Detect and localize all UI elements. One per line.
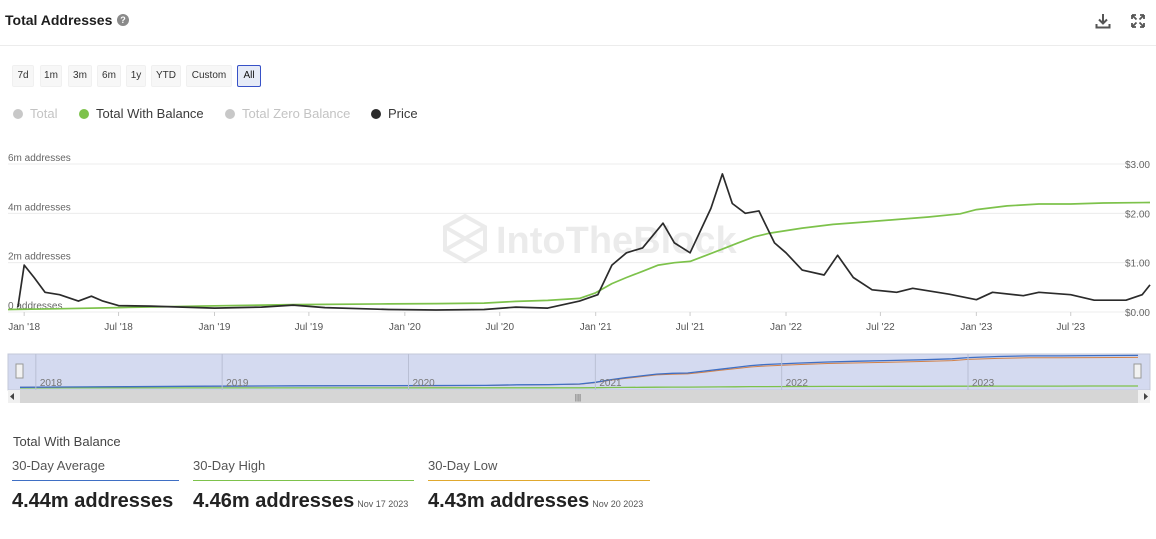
stat-rule	[193, 480, 414, 481]
range-3m-button[interactable]: 3m	[68, 65, 92, 87]
x-tick-label: Jul '19	[295, 322, 324, 333]
y-tick-label-right: $3.00	[1125, 160, 1150, 171]
expand-button[interactable]	[1128, 11, 1148, 31]
stat-name: 30-Day Average	[12, 458, 105, 473]
legend-item-total-zero-balance[interactable]: Total Zero Balance	[225, 106, 350, 122]
watermark-logo-line	[444, 225, 486, 252]
navigator-year-label: 2022	[786, 378, 809, 389]
watermark: IntoTheBlock	[443, 213, 738, 264]
scroll-right-arrow-icon[interactable]	[1144, 393, 1148, 400]
stat-rule	[12, 480, 179, 481]
question-icon[interactable]: ?	[117, 14, 129, 26]
stat-30-day-low: 30-Day Low 4.43m addresses Nov 20 2023	[428, 458, 650, 513]
x-tick-label: Jan '18	[8, 322, 40, 333]
x-tick-label: Jul '22	[866, 322, 895, 333]
scrollbar-thumb[interactable]	[20, 390, 1138, 403]
stat-value: 4.43m addresses Nov 20 2023	[428, 490, 650, 513]
legend-dot	[371, 109, 381, 119]
watermark-logo-line	[444, 225, 486, 252]
summary-label: Total With Balance	[13, 434, 121, 449]
series-total-with-balance	[7, 201, 1151, 311]
stat-30-day-high: 30-Day High 4.46m addresses Nov 17 2023	[193, 458, 414, 513]
range-1y-button[interactable]: 1y	[126, 65, 146, 87]
stat-value-text: 4.44m addresses	[12, 490, 174, 512]
series-price	[17, 173, 1151, 311]
range-custom-button[interactable]: Custom	[186, 65, 232, 87]
x-tick-label: Jul '23	[1056, 322, 1085, 333]
watermark-logo	[443, 213, 487, 264]
page-title: Total Addresses	[5, 12, 113, 28]
y-tick-label-left: 0 addresses	[8, 301, 62, 312]
main-chart[interactable]: 0 addresses 2m addresses 4m addresses 6m ad…	[0, 150, 1156, 335]
stat-value: 4.44m addresses	[12, 490, 179, 513]
y-tick-label-left: 6m addresses	[8, 153, 71, 164]
stat-value-text: 4.43m addresses	[428, 490, 590, 512]
y-tick-label-left: 2m addresses	[8, 252, 71, 263]
x-tick-label: Jan '19	[199, 322, 231, 333]
widget-header: Total Addresses ?	[0, 0, 1156, 46]
x-tick-label: Jul '18	[104, 322, 133, 333]
legend-label: Total Zero Balance	[242, 106, 351, 121]
x-tick-label: Jan '23	[960, 322, 992, 333]
y-tick-label-right: $2.00	[1125, 209, 1150, 220]
legend-dot	[13, 109, 23, 119]
x-tick-label: Jan '22	[770, 322, 802, 333]
x-tick-label: Jan '20	[389, 322, 421, 333]
stat-name: 30-Day Low	[428, 458, 498, 473]
stat-30-day-average: 30-Day Average 4.44m addresses	[12, 458, 179, 513]
stat-rule	[428, 480, 650, 481]
stat-date: Nov 20 2023	[592, 499, 644, 509]
y-tick-label-right: $1.00	[1125, 259, 1150, 270]
stat-value-text: 4.46m addresses	[193, 490, 355, 512]
x-tick-label: Jan '21	[580, 322, 612, 333]
series-line	[17, 173, 1151, 311]
legend-label: Total With Balance	[96, 106, 204, 121]
download-button[interactable]	[1093, 11, 1113, 31]
legend-label: Total	[30, 106, 58, 121]
x-tick-label: Jul '21	[676, 322, 705, 333]
y-tick-label-right: $0.00	[1125, 308, 1150, 319]
navigator-year-label: 2023	[972, 378, 995, 389]
legend-dot	[225, 109, 235, 119]
navigator-year-label: 2020	[412, 378, 435, 389]
scroll-left-arrow-icon[interactable]	[10, 393, 14, 400]
range-1m-button[interactable]: 1m	[40, 65, 62, 87]
navigator-handle-right[interactable]	[1133, 363, 1142, 379]
legend-item-total[interactable]: Total	[13, 106, 57, 122]
navigator-year-label: 2021	[599, 378, 622, 389]
range-7d-button[interactable]: 7d	[12, 65, 34, 87]
watermark-text: IntoTheBlock	[496, 220, 738, 262]
navigator-series-line	[19, 385, 1138, 389]
y-tick-label-left: 4m addresses	[8, 202, 71, 213]
navigator-handle-left[interactable]	[15, 363, 24, 379]
stat-date: Nov 17 2023	[357, 499, 409, 509]
x-tick-label: Jul '20	[485, 322, 514, 333]
range-ytd-button[interactable]: YTD	[151, 65, 181, 87]
expand-icon	[1131, 14, 1145, 28]
legend-item-price[interactable]: Price	[371, 106, 418, 122]
range-6m-button[interactable]: 6m	[97, 65, 121, 87]
legend-dot	[79, 109, 89, 119]
stat-value: 4.46m addresses Nov 17 2023	[193, 490, 414, 513]
navigator-year-label: 2018	[40, 378, 63, 389]
range-all-button[interactable]: All	[237, 65, 261, 87]
range-navigator[interactable]: 2018 2019 2020 2021 2022 2023 |||	[0, 350, 1156, 406]
navigator-year-label: 2019	[226, 378, 249, 389]
legend-label: Price	[388, 106, 418, 121]
stat-name: 30-Day High	[193, 458, 266, 473]
download-icon	[1095, 14, 1111, 29]
navigator-series-line	[19, 354, 1139, 388]
series-line	[7, 201, 1151, 311]
scrollbar-grip: |||	[575, 393, 581, 402]
legend-item-total-with-balance[interactable]: Total With Balance	[79, 106, 204, 122]
